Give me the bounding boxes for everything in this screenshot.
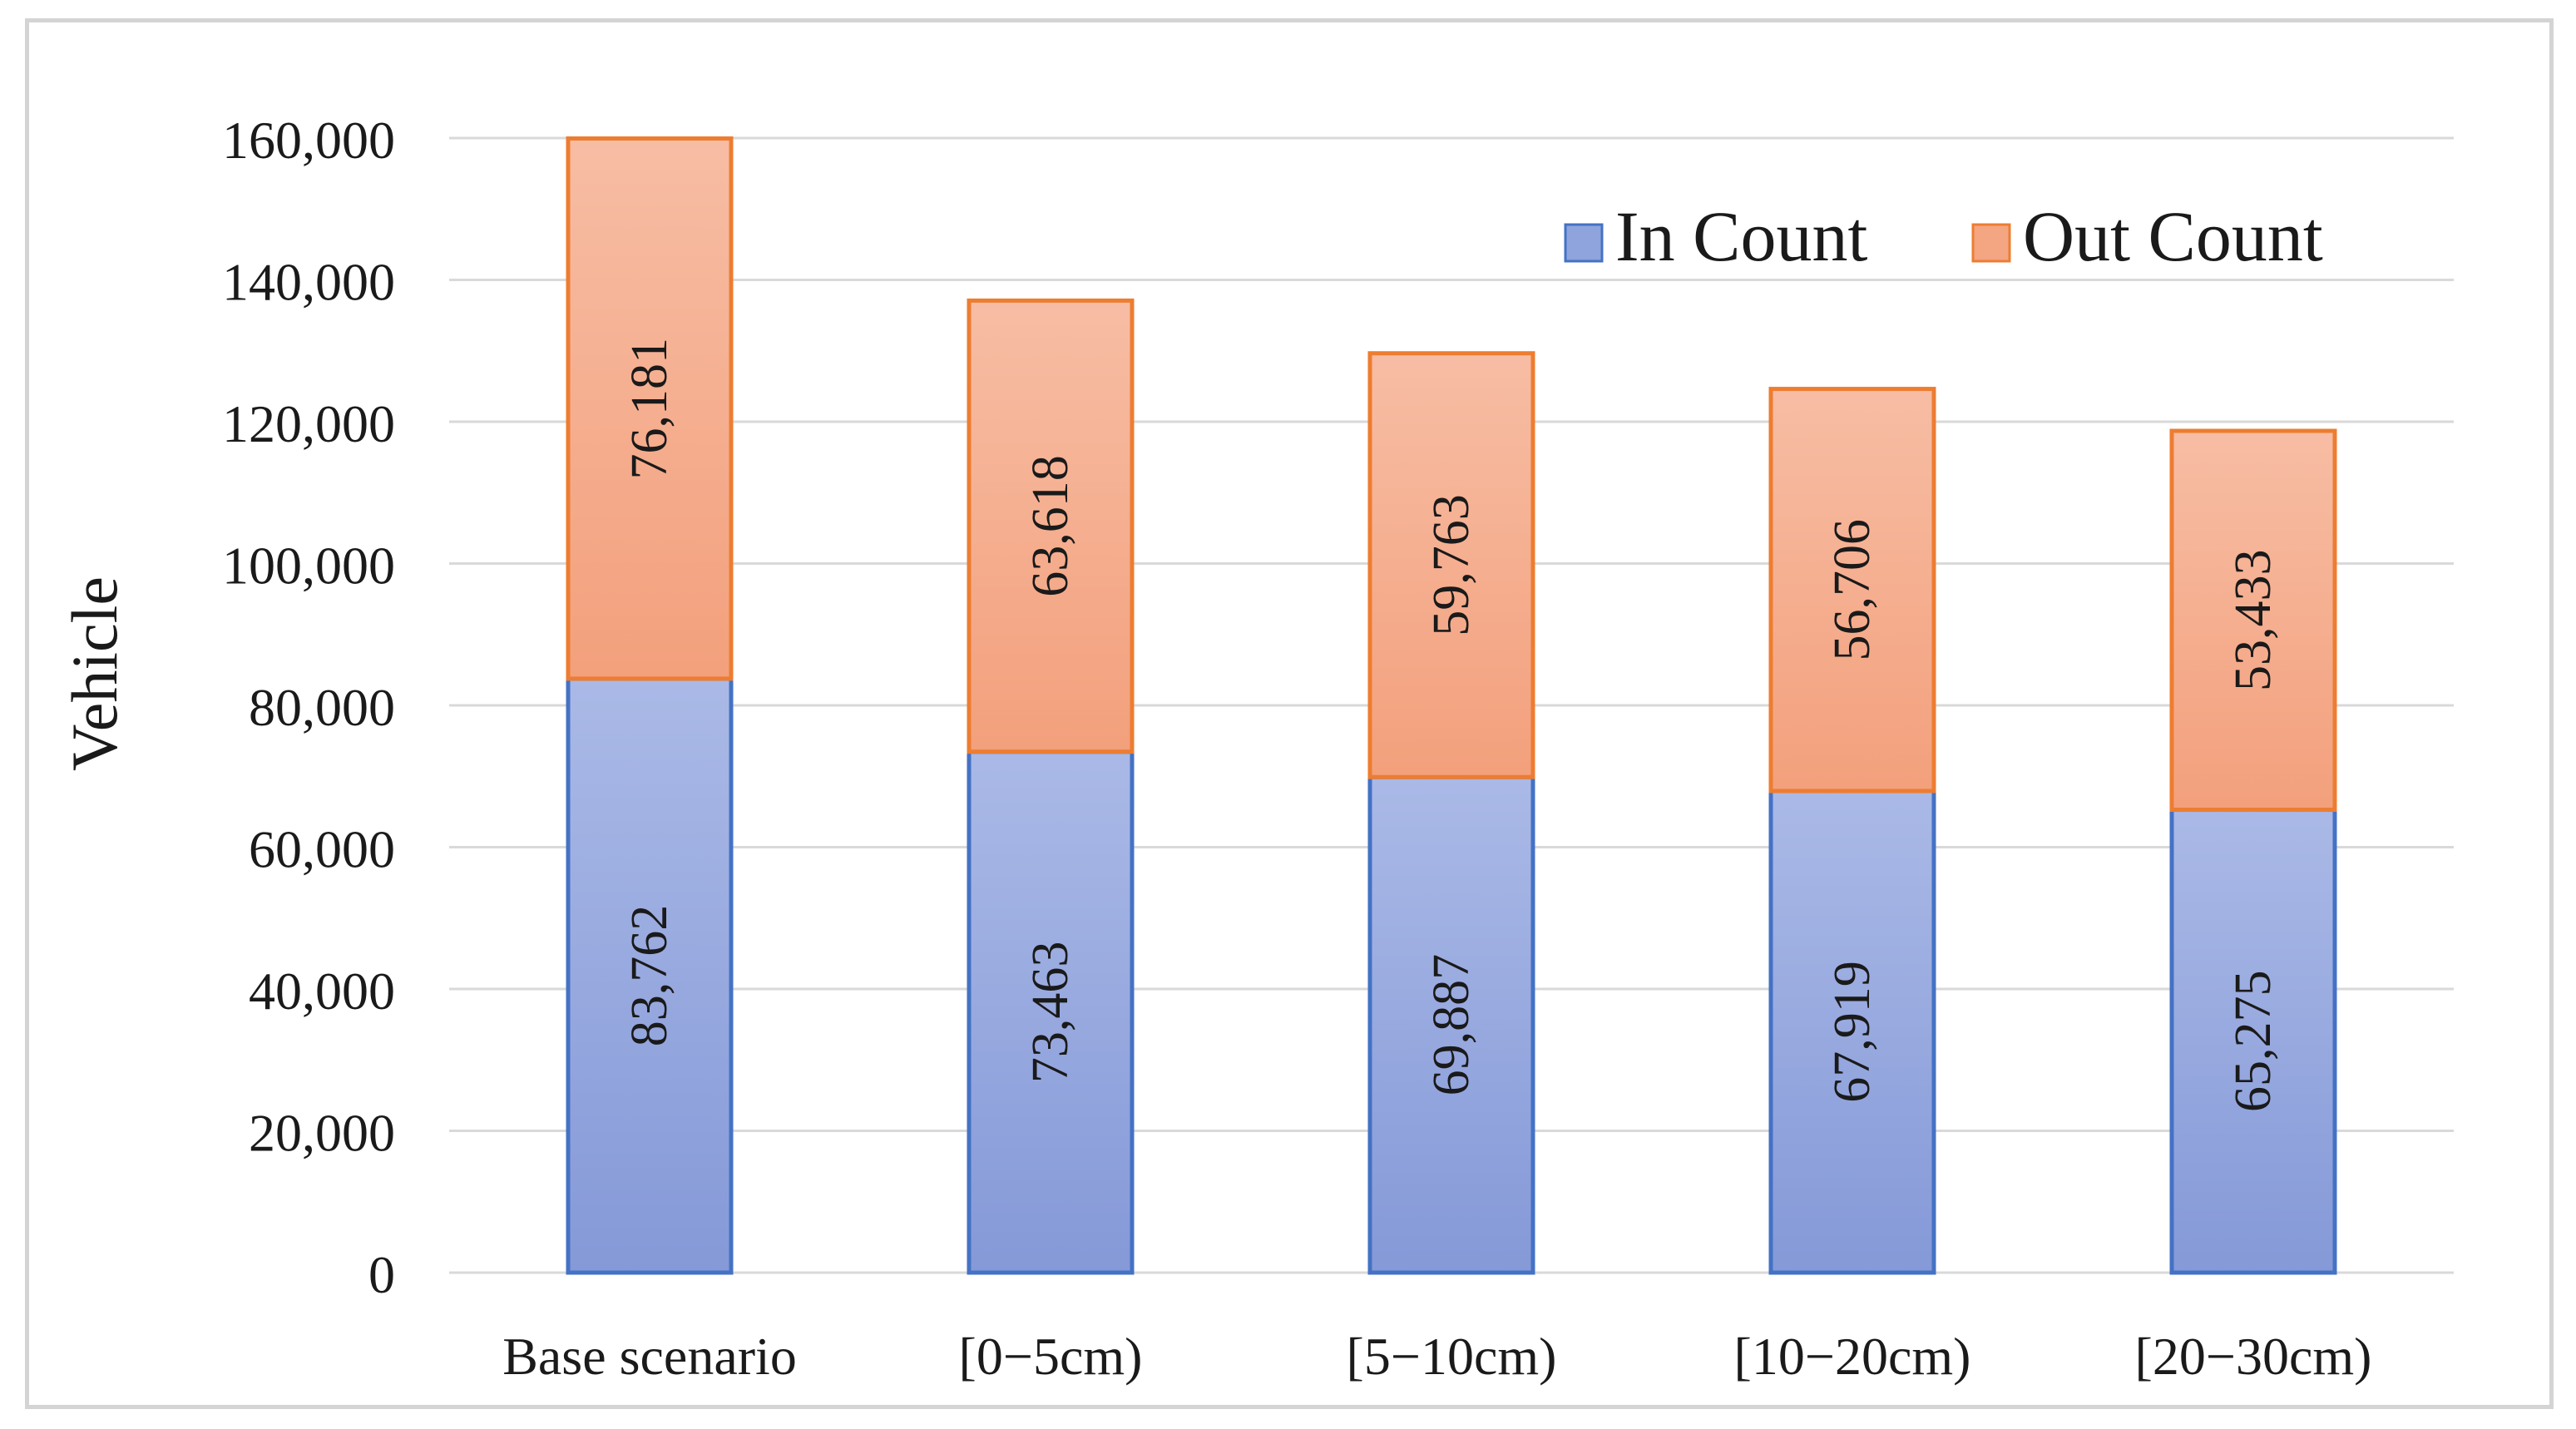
- data-label-in-count: 83,762: [621, 905, 678, 1047]
- x-axis-tick-labels: Base scenario [0−5cm) [5−10cm) [10−20cm) [20…: [502, 1327, 2371, 1386]
- y-tick-label: 0: [368, 1245, 395, 1304]
- y-tick-label: 80,000: [249, 678, 395, 737]
- x-tick-label: [10−20cm): [1734, 1327, 1971, 1386]
- y-axis-tick-labels: 0 20,000 40,000 60,000 80,000 100,000 120,000 1…: [222, 111, 395, 1304]
- x-tick-label: [5−10cm): [1347, 1327, 1557, 1386]
- data-label-in-count: 67,919: [1824, 961, 1881, 1103]
- legend: In Count Out Count: [1564, 196, 2323, 276]
- bar-out-count: [566, 136, 734, 681]
- x-tick-label: [0−5cm): [959, 1327, 1143, 1386]
- legend-label-in-count: In Count: [1615, 196, 1868, 276]
- y-tick-label: 140,000: [222, 253, 395, 312]
- bar-out-count: [967, 298, 1135, 754]
- y-tick-label: 60,000: [249, 820, 395, 879]
- y-tick-label: 100,000: [222, 536, 395, 596]
- data-label-out-count: 59,763: [1423, 494, 1480, 636]
- x-tick-label: Base scenario: [502, 1327, 797, 1386]
- data-label-in-count: 69,887: [1423, 954, 1480, 1096]
- bar-in-count: [566, 676, 734, 1275]
- bars: 83,762 76,181 73,463 63,618 69,887 59,763 67,9…: [566, 136, 2337, 1275]
- legend-label-out-count: Out Count: [2023, 196, 2323, 276]
- bar-out-count: [1367, 351, 1535, 779]
- legend-swatch-out-count: [1971, 223, 2011, 263]
- y-tick-label: 120,000: [222, 394, 395, 453]
- data-label-out-count: 56,706: [1824, 519, 1881, 661]
- legend-swatch-in-count: [1564, 223, 1604, 263]
- y-tick-label: 160,000: [222, 111, 395, 170]
- data-label-out-count: 53,433: [2225, 550, 2282, 692]
- bar-in-count: [1768, 789, 1936, 1275]
- bar-out-count: [1768, 387, 1936, 794]
- bar-in-count: [2169, 808, 2337, 1275]
- bar-in-count: [1367, 774, 1535, 1275]
- y-axis-label: Vehicle: [58, 576, 131, 771]
- bar-in-count: [967, 749, 1135, 1275]
- data-label-in-count: 73,463: [1022, 942, 1079, 1084]
- data-label-in-count: 65,275: [2225, 971, 2282, 1113]
- x-tick-label: [20−30cm): [2135, 1327, 2372, 1386]
- data-label-out-count: 76,181: [621, 338, 678, 479]
- data-label-out-count: 63,618: [1022, 455, 1079, 597]
- chart-frame: [25, 18, 2554, 1409]
- bar-out-count: [2169, 428, 2337, 813]
- y-tick-label: 20,000: [249, 1104, 395, 1163]
- y-tick-label: 40,000: [249, 962, 395, 1021]
